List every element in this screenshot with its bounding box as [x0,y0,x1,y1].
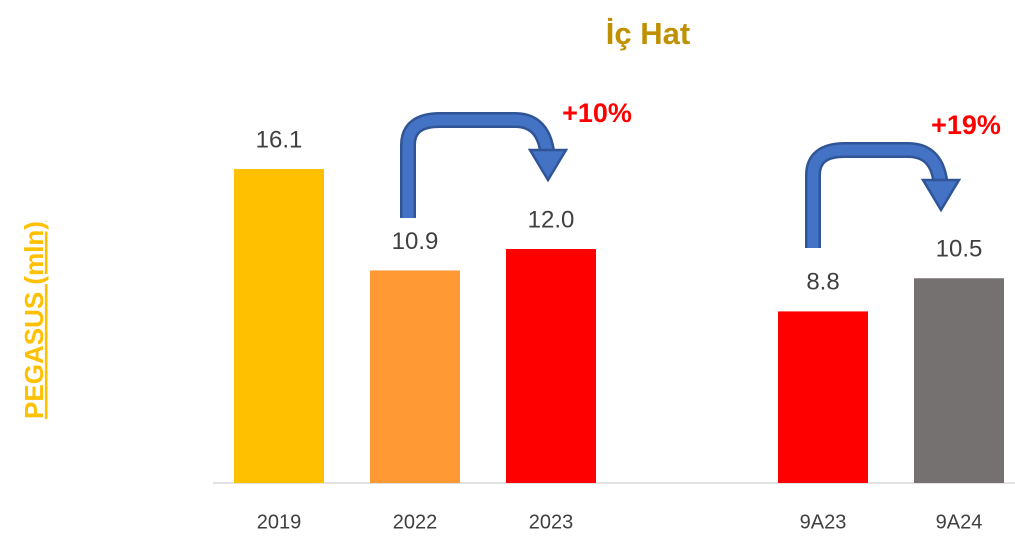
annotation: +19% [931,110,1001,140]
value-label: 16.1 [256,126,303,153]
chart-title: İç Hat [606,16,690,51]
arrow-body [402,114,554,218]
bar [914,278,1004,483]
arrow-head [920,178,962,213]
arrow-head [527,148,569,183]
arrow [400,112,569,218]
value-label: 10.9 [392,228,439,255]
bar [778,311,868,483]
x-tick-label: 9A23 [800,511,847,533]
x-tick-label: 2019 [257,511,302,533]
x-tick-label: 9A24 [936,511,983,533]
value-label: 10.5 [936,236,983,263]
arrow-body [807,144,947,248]
value-label: 8.8 [806,269,839,296]
value-label: 12.0 [528,206,575,233]
bar [506,249,596,483]
annotation: +10% [562,98,632,128]
x-tick-label: 2022 [393,511,438,533]
arrow [805,142,962,248]
y-axis-label: PEGASUS (mln) [19,221,49,419]
arrow-outline [400,112,556,218]
bar [234,169,324,484]
arrow-outline [805,142,949,248]
bar [370,270,460,483]
x-tick-label: 2023 [529,511,574,533]
